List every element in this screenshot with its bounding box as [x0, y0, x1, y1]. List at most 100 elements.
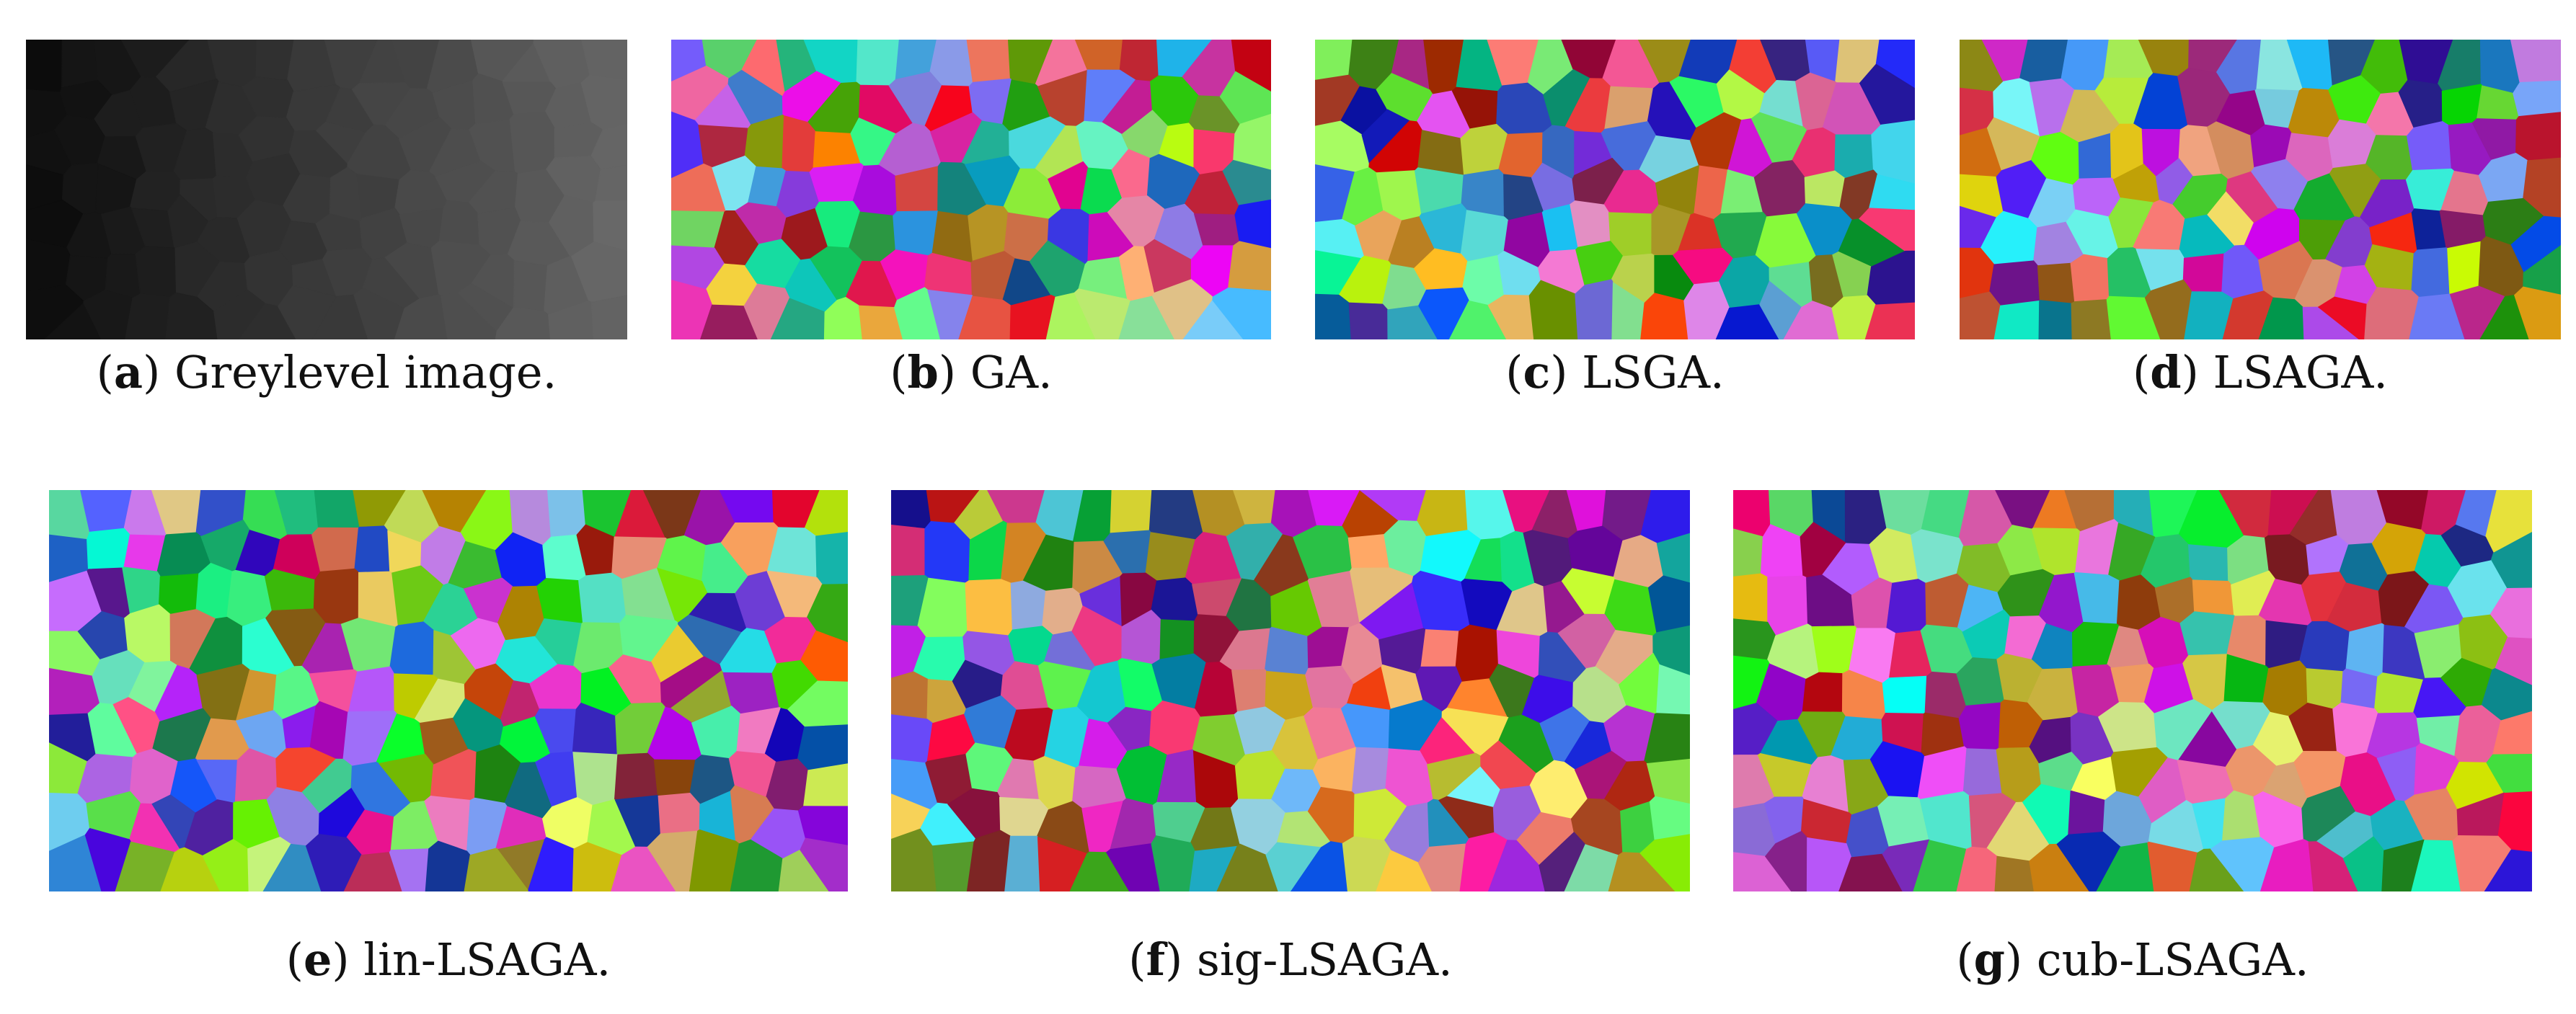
region-93: [2447, 241, 2482, 295]
region-41: [815, 531, 848, 585]
region-84: [891, 671, 929, 720]
region-31: [1859, 63, 1915, 125]
region-111: [590, 295, 627, 339]
segmentation-image-sig-lsaga: [891, 490, 1690, 891]
region-8: [966, 40, 1011, 83]
region-70: [893, 210, 939, 257]
panel-b: (b) GA.: [671, 40, 1271, 400]
region-1: [61, 40, 99, 89]
region-103: [1575, 279, 1614, 339]
region-111: [1864, 302, 1915, 339]
region-171: [1004, 835, 1041, 891]
segmentation-image-ga: [671, 40, 1271, 339]
caption-g: (g) cub-LSAGA.: [1956, 933, 2309, 986]
region-92: [2411, 247, 2451, 298]
region-63: [1222, 159, 1271, 206]
region-78: [1455, 624, 1499, 682]
region-15: [1875, 40, 1915, 89]
region-107: [2364, 287, 2420, 339]
segmentation-image-lsaga: [1960, 40, 2561, 339]
region-105: [1640, 293, 1689, 339]
region-140: [572, 752, 619, 806]
caption-a: (a) Greylevel image.: [96, 346, 557, 399]
region-31: [1219, 71, 1271, 125]
region-7: [314, 490, 360, 529]
region-167: [1649, 796, 1690, 841]
region-0: [26, 40, 63, 93]
region-79: [1859, 208, 1915, 252]
region-86: [2182, 253, 2225, 293]
region-54: [2192, 579, 2235, 616]
region-99: [2306, 668, 2344, 710]
panel-a: (a) Greylevel image.: [26, 40, 627, 400]
region-45: [158, 573, 200, 615]
caption-b-letter: b: [907, 346, 939, 399]
region-97: [1348, 302, 1389, 339]
region-0: [1733, 490, 1771, 538]
region-77: [1420, 629, 1460, 667]
region-15: [2510, 40, 2561, 84]
region-175: [1994, 855, 2035, 891]
region-13: [546, 490, 586, 538]
region-188: [800, 837, 848, 891]
region-81: [1989, 260, 2040, 306]
region-167: [797, 806, 848, 846]
caption-c-title: LSGA.: [1582, 346, 1725, 399]
panel-f: (f) sig-LSAGA.: [891, 490, 1690, 995]
segmentation-image-lin-lsaga: [49, 490, 848, 891]
region-141: [614, 752, 658, 801]
region-95: [1228, 241, 1271, 292]
region-83: [135, 246, 177, 298]
caption-a-title: Greylevel image.: [174, 346, 557, 399]
region-111: [2514, 286, 2561, 339]
region-93: [513, 260, 548, 312]
segmentation-image-lsga: [1315, 40, 1915, 339]
region-79: [2345, 623, 2385, 677]
region-47: [1233, 113, 1271, 171]
region-105: [891, 714, 934, 764]
caption-f-letter: f: [1146, 933, 1166, 986]
region-75: [2179, 611, 2236, 657]
region-96: [1315, 293, 1352, 339]
region-82: [2037, 262, 2076, 304]
region-97: [1993, 300, 2040, 339]
region-79: [1234, 199, 1271, 249]
caption-d: (d) LSAGA.: [2133, 346, 2388, 399]
caption-g-title: cub-LSAGA.: [2036, 933, 2309, 986]
region-111: [1958, 702, 2001, 750]
region-163: [658, 792, 701, 835]
region-99: [2071, 299, 2112, 339]
region-47: [2515, 112, 2561, 161]
region-14: [1416, 490, 1469, 537]
region-88: [1882, 675, 1928, 714]
region-0: [891, 490, 931, 530]
caption-d-title: LSAGA.: [2213, 346, 2388, 399]
panel-e: (e) lin-LSAGA.: [49, 490, 848, 995]
region-131: [234, 748, 278, 803]
region-6: [1110, 490, 1153, 534]
region-93: [1231, 669, 1267, 713]
region-61: [1804, 170, 1846, 208]
region-56: [578, 572, 627, 624]
caption-c: (c) LSGA.: [1505, 346, 1725, 399]
region-125: [797, 724, 848, 771]
region-169: [931, 841, 975, 891]
region-49: [1151, 577, 1199, 622]
region-5: [856, 40, 900, 86]
region-84: [1462, 254, 1505, 306]
region-96: [1960, 291, 2001, 339]
region-62: [1647, 575, 1690, 633]
region-45: [509, 111, 555, 174]
greylevel-image: [26, 40, 627, 339]
region-72: [389, 621, 435, 676]
caption-f-title: sig-LSAGA.: [1197, 933, 1453, 986]
region-50: [358, 571, 399, 628]
region-52: [1461, 169, 1505, 218]
caption-e: (e) lin-LSAGA.: [286, 933, 611, 986]
region-31: [2513, 80, 2561, 117]
region-46: [195, 562, 233, 620]
region-138: [1351, 747, 1390, 795]
region-46: [1886, 579, 1927, 634]
region-0: [1315, 40, 1353, 81]
caption-c-letter: c: [1523, 346, 1551, 399]
